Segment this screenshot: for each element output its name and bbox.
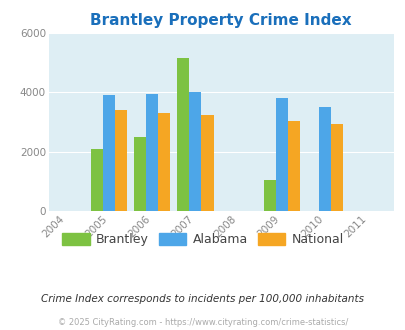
Bar	[330, 124, 342, 211]
Bar	[103, 95, 115, 211]
Bar	[158, 113, 170, 211]
Bar	[189, 92, 201, 211]
Bar	[263, 180, 275, 211]
Bar	[134, 137, 146, 211]
Bar	[201, 115, 213, 211]
Bar	[91, 149, 103, 211]
Text: © 2025 CityRating.com - https://www.cityrating.com/crime-statistics/: © 2025 CityRating.com - https://www.city…	[58, 318, 347, 327]
Bar	[177, 58, 189, 211]
Bar	[146, 94, 158, 211]
Legend: Brantley, Alabama, National: Brantley, Alabama, National	[57, 228, 348, 251]
Bar	[115, 110, 127, 211]
Bar	[318, 107, 330, 211]
Bar	[287, 121, 299, 211]
Title: Brantley Property Crime Index: Brantley Property Crime Index	[90, 13, 351, 28]
Text: Crime Index corresponds to incidents per 100,000 inhabitants: Crime Index corresponds to incidents per…	[41, 294, 364, 304]
Bar	[275, 98, 287, 211]
